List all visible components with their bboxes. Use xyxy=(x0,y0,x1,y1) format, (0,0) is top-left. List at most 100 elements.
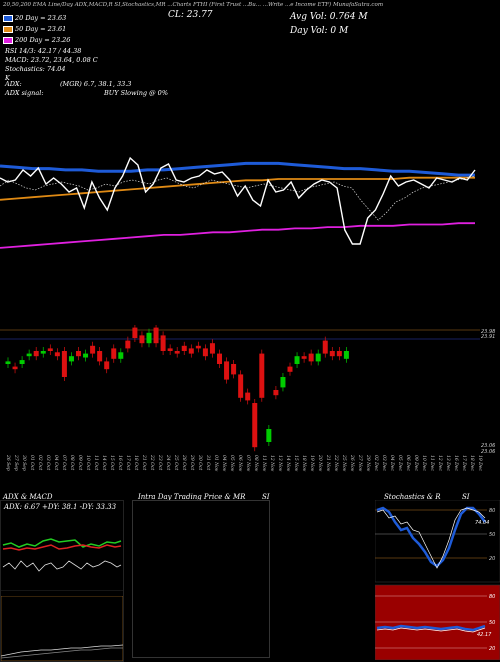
date-label: 31 Oct xyxy=(205,455,210,471)
candle xyxy=(308,353,314,362)
candle xyxy=(195,345,201,349)
candle xyxy=(76,351,81,357)
day-volume-label: Day Vol: 0 M xyxy=(290,26,349,36)
adx-lines xyxy=(1,538,123,591)
price-label-top2: 23.91 xyxy=(481,334,495,340)
date-label: 13 Dec xyxy=(445,455,450,471)
date-label: 21 Oct xyxy=(141,455,146,471)
candle xyxy=(33,351,39,357)
stoch-axis-20: 20 xyxy=(489,556,495,562)
candlestick-chart: 23.98 23.91 23.06 23.06 xyxy=(0,325,495,455)
date-label: 19 Nov xyxy=(309,455,314,472)
close-price-label: CL: 23.77 xyxy=(168,10,213,20)
candle xyxy=(217,353,222,364)
intraday-si: SI xyxy=(262,493,270,501)
candle xyxy=(40,351,46,354)
candle xyxy=(181,345,187,351)
adx-macd-title: ADX & MACD xyxy=(3,493,53,501)
date-label: 19 Dec xyxy=(477,455,482,471)
legend-adx-label: ADX: xyxy=(5,80,22,88)
candle xyxy=(301,356,307,359)
macd-panel xyxy=(1,596,123,661)
date-label: 04 Nov xyxy=(221,455,226,472)
candle xyxy=(174,351,180,354)
candle xyxy=(315,353,321,362)
date-label: 01 Nov xyxy=(213,455,218,472)
date-label: 03 Dec xyxy=(381,455,386,471)
candle xyxy=(97,351,103,362)
date-label: 10 Dec xyxy=(421,455,426,471)
date-label: 04 Dec xyxy=(389,455,394,471)
price-label-bottom2: 23.06 xyxy=(481,449,495,455)
date-label: 06 Dec xyxy=(405,455,410,471)
candle xyxy=(153,327,159,344)
date-label: 24 Oct xyxy=(165,455,170,471)
date-label: 02 Oct xyxy=(37,455,42,471)
date-label: 20 Nov xyxy=(317,455,322,472)
date-label: 18 Nov xyxy=(301,455,306,472)
candle xyxy=(336,351,342,357)
date-label: 09 Oct xyxy=(77,455,82,471)
candle xyxy=(224,361,230,380)
date-label: 30 Sep xyxy=(21,455,26,471)
rsi-reading: 42.17 xyxy=(477,632,492,638)
date-label: 07 Oct xyxy=(61,455,66,471)
stoch-reading: 74.04 xyxy=(475,520,489,526)
intraday-panel xyxy=(132,500,270,658)
signal-line xyxy=(0,175,476,221)
candle xyxy=(202,348,208,357)
date-label: 15 Oct xyxy=(109,455,114,471)
candle xyxy=(5,361,11,364)
date-label: 12 Dec xyxy=(437,455,442,471)
candle xyxy=(245,392,251,401)
candle xyxy=(329,351,335,357)
ema-line-20 xyxy=(0,161,475,177)
date-label: 16 Dec xyxy=(453,455,458,471)
legend-adx-signal-value: BUY Slowing @ 0% xyxy=(104,89,168,97)
date-label: 27 Nov xyxy=(357,455,362,472)
date-label: 02 Dec xyxy=(373,455,378,471)
date-label: 11 Nov xyxy=(261,455,266,472)
legend-ema200: 200 Day = 23.26 xyxy=(3,36,70,44)
stochastics-title: Stochastics & R xyxy=(384,493,441,501)
price-label-top: 23.98 xyxy=(481,329,495,335)
date-label: 26 Nov xyxy=(349,455,354,472)
candle xyxy=(167,348,173,351)
date-label: 05 Dec xyxy=(397,455,402,471)
date-label: 27 Sep xyxy=(13,455,18,471)
candle xyxy=(139,335,145,344)
price-label-bottom: 23.06 xyxy=(481,443,495,449)
date-label: 13 Nov xyxy=(277,455,282,472)
date-label: 22 Oct xyxy=(149,455,154,471)
date-label: 03 Oct xyxy=(45,455,50,471)
candle xyxy=(54,352,60,357)
date-label: 14 Nov xyxy=(285,455,290,472)
candle xyxy=(146,332,152,344)
date-label: 23 Oct xyxy=(157,455,162,471)
candle xyxy=(280,377,286,388)
date-label: 22 Nov xyxy=(333,455,338,472)
candle xyxy=(160,335,166,351)
candle xyxy=(26,353,32,357)
candle xyxy=(118,352,124,359)
legend-ema20: 20 Day = 23.63 xyxy=(3,14,66,22)
candle xyxy=(209,343,215,354)
date-label: 26 Sep xyxy=(5,455,10,471)
stoch-axis-80: 80 xyxy=(489,508,495,514)
date-label: 10 Oct xyxy=(85,455,90,471)
date-label: 21 Nov xyxy=(325,455,330,472)
rsi-axis-50: 50 xyxy=(489,620,495,626)
ema200-swatch xyxy=(3,36,13,44)
rsi-axis-20: 20 xyxy=(489,646,495,652)
stochastics-rsi-panel: 80 50 20 74.04 80 50 20 42.17 xyxy=(375,500,500,660)
candle xyxy=(259,353,265,398)
date-label: 29 Oct xyxy=(189,455,194,471)
candle xyxy=(90,345,96,354)
candle xyxy=(343,351,349,359)
date-label: 12 Nov xyxy=(269,455,274,472)
candle xyxy=(252,403,258,448)
candle xyxy=(83,353,89,358)
candle xyxy=(47,348,53,351)
legend-stochastics: Stochastics: 74.04 xyxy=(5,65,66,73)
legend-adx-value: (MGR) 6.7, 38.1, 33.3 xyxy=(60,80,132,88)
